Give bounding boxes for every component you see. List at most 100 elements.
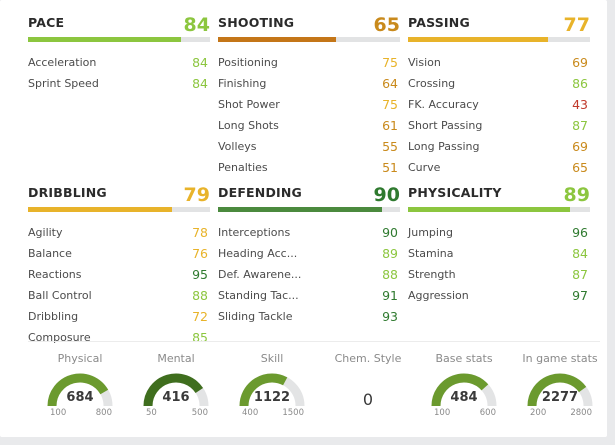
stat-label: Agility (28, 226, 63, 239)
gauge-arc (47, 373, 113, 407)
stat-value: 93 (382, 309, 398, 324)
attribute-title: DEFENDING (218, 185, 303, 200)
gauge-fill (431, 373, 489, 407)
stat-row: Acceleration 84 (28, 52, 210, 73)
stat-row: Aggression 97 (408, 285, 590, 306)
stat-value: 88 (192, 288, 208, 303)
stat-label: Standing Tac... (218, 289, 299, 302)
stat-label: Stamina (408, 247, 454, 260)
stat-row: Ball Control 88 (28, 285, 210, 306)
gauge-max: 600 (479, 408, 496, 418)
stat-label: Reactions (28, 268, 82, 281)
attribute-bar-fill (218, 207, 382, 212)
stat-label: Strength (408, 268, 456, 281)
gauge-title: In game stats (522, 352, 598, 365)
attribute-score: 89 (563, 184, 590, 206)
stat-value: 61 (382, 118, 398, 133)
gauge-title: Skill (260, 352, 284, 365)
stat-value: 89 (382, 246, 398, 261)
stat-row: Def. Awarene... 88 (218, 264, 400, 285)
attribute-score: 65 (373, 14, 400, 36)
gauge-value: 684 (66, 390, 94, 405)
stat-label: Crossing (408, 77, 456, 90)
gauge-fill (143, 373, 204, 407)
gauge-min: 200 (530, 408, 547, 418)
stat-value: 95 (192, 267, 208, 282)
stat-row: Reactions 95 (28, 264, 210, 285)
stat-label: Sprint Speed (28, 77, 99, 90)
attribute-header: PASSING 77 (408, 8, 590, 36)
attribute-block-dribbling: DRIBBLING 79 Agility 78 Balance 76 Reactions 95… (28, 178, 210, 345)
stat-label: Volleys (218, 140, 257, 153)
attribute-header: PHYSICALITY 89 (408, 178, 590, 206)
stat-row: Positioning 75 (218, 52, 400, 73)
attribute-bar-fill (218, 37, 337, 42)
attribute-bar-fill (28, 37, 181, 42)
stat-label: Sliding Tackle (218, 310, 293, 323)
stat-row: Stamina 84 (408, 243, 590, 264)
stat-label: Composure (28, 331, 91, 344)
gauge-fill (527, 373, 587, 407)
stat-label: Shot Power (218, 98, 280, 111)
attribute-bar-fill (408, 207, 570, 212)
attribute-header: DEFENDING 90 (218, 178, 400, 206)
gauge-value: 484 (450, 390, 478, 405)
summary-gauges: Physical 684 100 800 Mental 416 50 500 Skill 1122… (40, 350, 600, 430)
stat-value: 69 (572, 139, 588, 154)
gauge-physical: Physical 684 100 800 (40, 350, 120, 430)
stat-value: 43 (572, 97, 588, 112)
gauge-title: Physical (57, 352, 103, 365)
stat-label: Ball Control (28, 289, 92, 302)
gauge-arc (143, 373, 209, 407)
gauge-in-game-stats: In game stats 2277 200 2800 (520, 350, 600, 430)
stat-value: 69 (572, 55, 588, 70)
stat-row: Interceptions 90 (218, 222, 400, 243)
attribute-block-shooting: SHOOTING 65 Positioning 75 Finishing 64 Shot P… (218, 8, 400, 178)
attribute-block-physicality: PHYSICALITY 89 Jumping 96 Stamina 84 Strength 8… (408, 178, 590, 344)
stat-value: 86 (572, 76, 588, 91)
stat-row: Volleys 55 (218, 136, 400, 157)
stat-row: Curve 65 (408, 157, 590, 178)
gauge-min: 50 (146, 408, 157, 418)
gauge-value: 2277 (541, 390, 579, 405)
gauge-base-stats: Base stats 484 100 600 (424, 350, 504, 430)
stat-value: 72 (192, 309, 208, 324)
stat-row: Crossing 86 (408, 73, 590, 94)
gauge-title: Base stats (435, 352, 493, 365)
stat-value: 85 (192, 330, 208, 345)
chem-style-value: 0 (362, 390, 374, 409)
attribute-header: PACE 84 (28, 8, 210, 36)
stat-label: Vision (408, 56, 441, 69)
stat-label: Dribbling (28, 310, 79, 323)
attribute-score: 90 (373, 184, 400, 206)
attribute-title: DRIBBLING (28, 185, 107, 200)
stat-value: 88 (382, 267, 398, 282)
attribute-bar (28, 37, 210, 42)
attribute-block-defending: DEFENDING 90 Interceptions 90 Heading Acc...… (218, 178, 400, 344)
attribute-header: DRIBBLING 79 (28, 178, 210, 206)
stat-value: 84 (192, 76, 208, 91)
gauge-fill (239, 373, 288, 407)
stat-row: Long Shots 61 (218, 115, 400, 136)
attribute-title: PACE (28, 15, 65, 30)
stat-value: 87 (572, 267, 588, 282)
attribute-bar-fill (408, 37, 549, 42)
stat-row: Short Passing 87 (408, 115, 590, 136)
stat-row: Penalties 51 (218, 157, 400, 178)
attribute-header: SHOOTING 65 (218, 8, 400, 36)
player-stats-card: PACE 84 Acceleration 84 Sprint Speed 84 SHOOTI… (0, 0, 607, 437)
gauge-chem-style: Chem. Style 0 (328, 350, 408, 430)
stat-row: Long Passing 69 (408, 136, 590, 157)
stat-label: Jumping (408, 226, 453, 239)
stat-label: Def. Awarene... (218, 268, 302, 281)
stat-value: 84 (192, 55, 208, 70)
stat-label: Interceptions (218, 226, 291, 239)
stat-label: Short Passing (408, 119, 483, 132)
attribute-bar (218, 37, 400, 42)
stat-row: Vision 69 (408, 52, 590, 73)
stat-value: 75 (382, 97, 398, 112)
stat-value: 97 (572, 288, 588, 303)
gauge-max: 2800 (570, 408, 592, 418)
attribute-bar (28, 207, 210, 212)
stat-label: Long Shots (218, 119, 279, 132)
